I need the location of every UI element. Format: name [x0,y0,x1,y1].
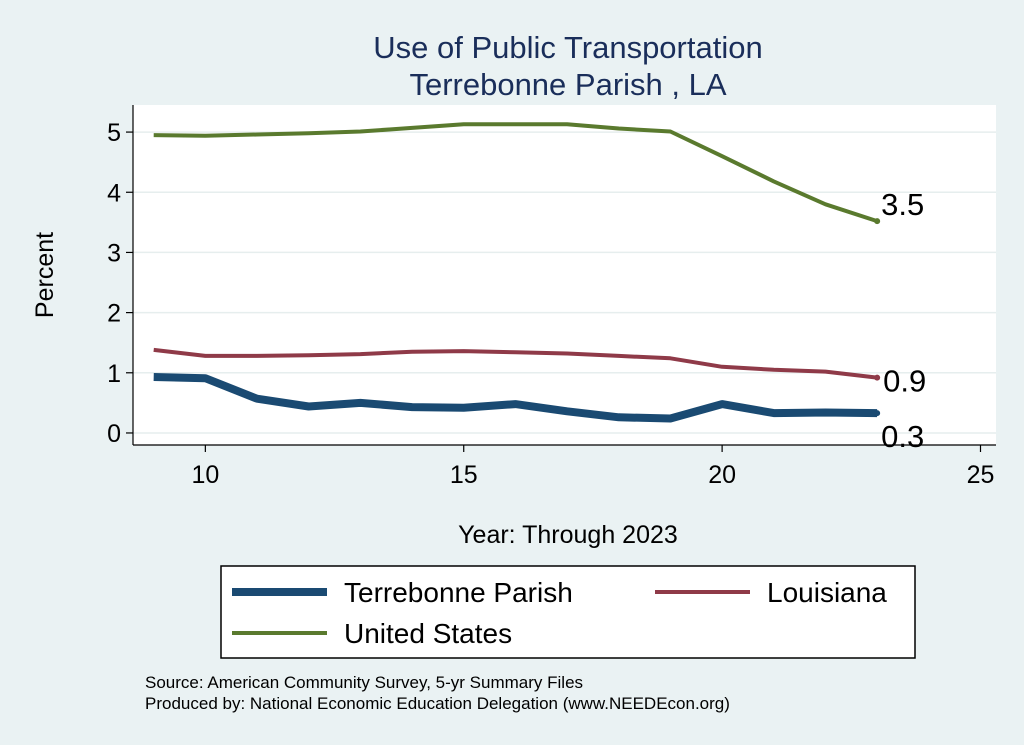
y-tick-label-0: 0 [107,420,121,448]
producer-note: Produced by: National Economic Education… [145,694,730,713]
legend-box [220,565,916,659]
axes: 0 1 2 3 4 5 10 15 20 25 [107,105,996,489]
end-point-united-states [874,218,881,225]
y-tick-label-4: 4 [107,179,121,207]
end-label-terrebonne-parish: 0.3 [881,419,924,454]
x-tick-label-1: 15 [450,461,478,489]
series-lines [153,122,881,423]
end-label-united-states: 3.5 [881,187,924,222]
x-tick-label-0: 10 [191,461,219,489]
source-note: Source: American Community Survey, 5-yr … [145,673,583,692]
y-tick-label-5: 5 [107,119,121,147]
y-tick-label-2: 2 [107,300,121,328]
y-tick-label-1: 1 [107,360,121,388]
y-tick-label-3: 3 [107,239,121,267]
legend-label-terrebonne-parish: Terrebonne Parish [344,577,573,608]
legend: Terrebonne Parish Louisiana United States [232,577,887,649]
chart-title: Use of Public Transportation [373,30,762,65]
x-tick-label-3: 25 [967,461,995,489]
end-point-terrebonne-parish [874,410,881,417]
series-line-united-states [153,122,878,224]
series-line-terrebonne-parish [153,373,878,423]
chart-subtitle: Terrebonne Parish , LA [409,67,726,102]
end-labels: 0.3 0.9 3.5 [881,187,926,454]
legend-label-united-states: United States [344,618,512,649]
x-tick-label-2: 20 [708,461,736,489]
y-axis-title: Percent [31,232,59,318]
legend-label-louisiana: Louisiana [767,577,887,608]
plot-area [133,105,996,445]
series-line-louisiana [153,347,878,380]
x-axis-title: Year: Through 2023 [458,521,678,549]
end-point-louisiana [874,374,881,381]
end-label-louisiana: 0.9 [883,364,926,399]
